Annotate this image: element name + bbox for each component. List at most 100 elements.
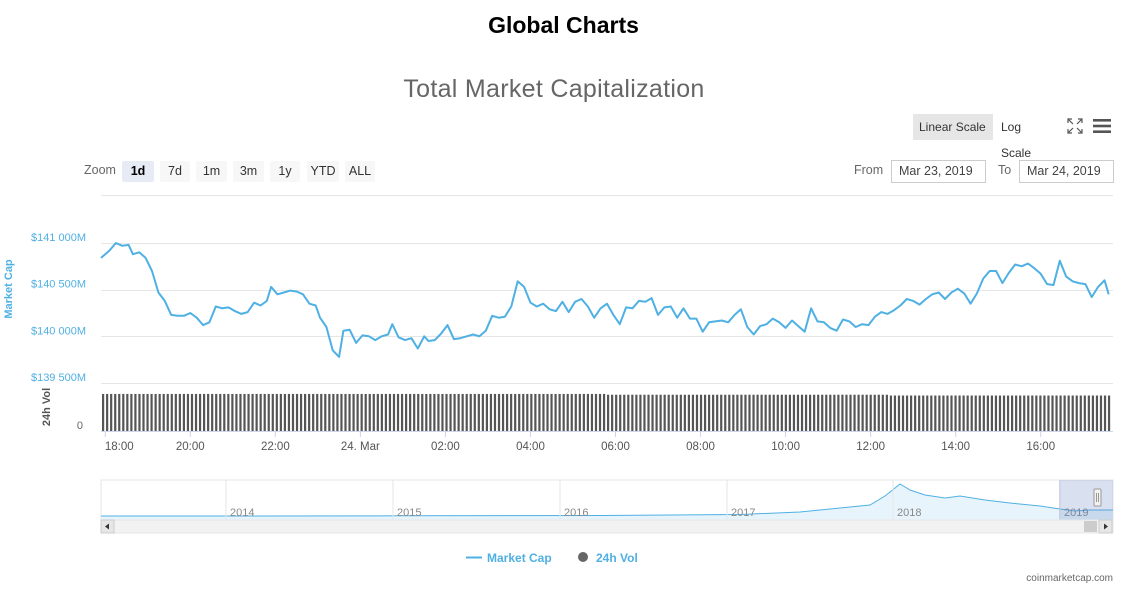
volume-bar	[178, 393, 181, 431]
scrollbar-thumb	[1084, 521, 1097, 532]
volume-bar	[461, 393, 464, 431]
volume-bar	[998, 395, 1002, 431]
hamburger-menu-icon[interactable]	[1092, 118, 1112, 134]
log-scale-button[interactable]: Log Scale	[1001, 120, 1032, 160]
volume-bar	[146, 393, 149, 431]
legend-volume-label: 24h Vol	[596, 551, 638, 565]
volume-bar	[574, 393, 577, 431]
scrollbar-track	[100, 519, 1114, 534]
volume-bar	[602, 393, 606, 431]
zoom-1y-button[interactable]: 1y	[270, 161, 300, 182]
volume-bar	[497, 393, 501, 431]
volume-bar	[154, 393, 157, 431]
volume-bar	[1083, 395, 1086, 431]
volume-bar	[207, 393, 210, 431]
volume-bar	[477, 393, 480, 431]
volume-bar	[110, 393, 113, 431]
zoom-all-button[interactable]: ALL	[345, 161, 375, 182]
x-tick-label: 22:00	[261, 441, 290, 453]
volume-bar	[930, 395, 933, 431]
from-date-input[interactable]: Mar 23, 2019	[891, 160, 986, 183]
volume-bar	[489, 393, 493, 431]
volume-bar	[433, 393, 436, 431]
volume-bar	[518, 393, 521, 431]
zoom-ytd-button[interactable]: YTD	[307, 161, 339, 182]
volume-bar	[118, 393, 121, 431]
volume-bar	[901, 395, 905, 431]
volume-bar	[780, 394, 783, 431]
volume-bar	[510, 393, 513, 431]
volume-bar	[263, 393, 266, 431]
navigator-year-label: 2016	[564, 507, 588, 519]
volume-bar	[413, 393, 416, 431]
volume-bar	[825, 394, 828, 431]
x-tick-label: 08:00	[686, 441, 715, 453]
zoom-7d-button[interactable]: 7d	[160, 161, 190, 182]
volume-bar	[267, 393, 270, 431]
volume-bar	[708, 394, 711, 431]
volume-bar	[223, 393, 226, 431]
volume-bar	[279, 393, 282, 431]
volume-bar	[910, 395, 913, 431]
volume-bar	[849, 394, 852, 431]
volume-bar	[170, 393, 173, 431]
volume-bar	[243, 393, 246, 431]
volume-bar	[352, 393, 355, 431]
volume-bar	[857, 394, 860, 431]
from-label: From	[854, 163, 884, 177]
volume-bar	[194, 393, 198, 431]
volume-bar	[1063, 395, 1066, 431]
volume-bar	[215, 393, 218, 431]
volume-bar	[663, 394, 666, 431]
volume-bar	[865, 394, 868, 431]
volume-bar	[348, 393, 351, 431]
volume-bar	[259, 393, 262, 431]
volume-bar	[150, 393, 153, 431]
x-tick-label: 24. Mar	[341, 441, 380, 453]
volume-tick-label: 0	[77, 420, 83, 432]
volume-bar	[578, 393, 581, 431]
volume-bar	[457, 393, 460, 431]
volume-bar	[130, 393, 133, 431]
zoom-1m-button[interactable]: 1m	[196, 161, 227, 182]
volume-bar	[400, 393, 404, 431]
volume-bar	[897, 395, 901, 431]
volume-bar	[950, 395, 953, 431]
x-tick-label: 16:00	[1026, 441, 1055, 453]
volume-bar	[441, 393, 444, 431]
volume-bar	[271, 393, 274, 431]
volume-bar	[877, 394, 880, 431]
volume-bar	[784, 394, 787, 431]
volume-bar	[938, 395, 941, 431]
linear-scale-button[interactable]: Linear Scale	[913, 114, 993, 140]
volume-bar	[336, 393, 339, 431]
volume-bar	[122, 393, 125, 431]
volume-bar	[1075, 395, 1078, 431]
volume-bar	[320, 393, 323, 431]
volume-bar	[792, 394, 796, 431]
volume-bar	[203, 393, 206, 431]
volume-bar	[421, 393, 424, 431]
volume-bar	[437, 393, 440, 431]
volume-bar	[312, 393, 315, 431]
volume-bar	[368, 393, 371, 431]
navigator-year-label: 2015	[397, 507, 421, 519]
zoom-3m-button[interactable]: 3m	[233, 161, 264, 182]
volume-bar	[1006, 395, 1010, 431]
volume-bar	[893, 395, 897, 431]
volume-bar	[1067, 395, 1070, 431]
x-tick-label: 02:00	[431, 441, 460, 453]
volume-bar	[1023, 395, 1026, 431]
volume-bar	[1079, 395, 1082, 431]
volume-bar	[538, 393, 541, 431]
volume-bar	[639, 394, 642, 431]
volume-bar	[473, 393, 476, 431]
zoom-1d-button[interactable]: 1d	[122, 161, 154, 182]
volume-bar	[926, 395, 929, 431]
volume-bar	[550, 393, 553, 431]
to-date-input[interactable]: Mar 24, 2019	[1019, 160, 1114, 183]
credit-link[interactable]: coinmarketcap.com	[1026, 573, 1113, 584]
y-tick-label: $139 500M	[31, 372, 86, 384]
fullscreen-icon[interactable]	[1066, 117, 1084, 135]
